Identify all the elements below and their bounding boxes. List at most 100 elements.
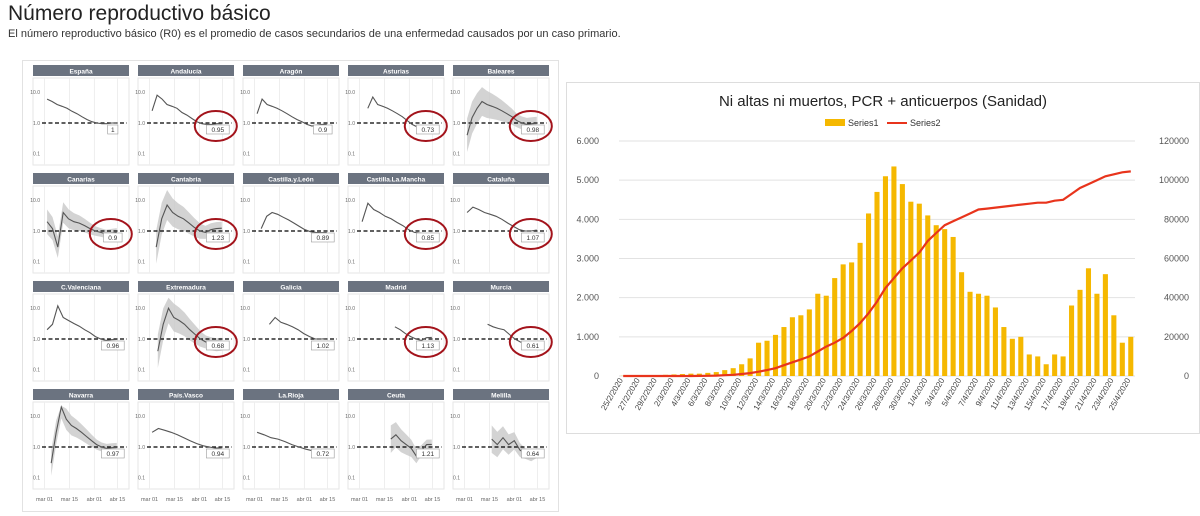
r0-value-label: 0.89 [316, 235, 329, 242]
panel-y-tick-label: 0.1 [453, 368, 460, 374]
panel-x-tick-label: abr 01 [507, 497, 523, 503]
panel-y-tick-label: 10.0 [135, 414, 145, 420]
panel-plot-area [33, 78, 129, 165]
bar-26/3/2020 [874, 192, 879, 376]
bar-11/4/2020 [1010, 339, 1015, 376]
bar-23/4/2020 [1111, 315, 1116, 376]
panel-y-tick-label: 1.0 [33, 337, 40, 343]
panel-plot-area [138, 78, 234, 165]
active-cases-chart: Ni altas ni muertos, PCR + anticuerpos (… [567, 83, 1199, 433]
bar-27/3/2020 [883, 176, 888, 376]
panel-y-tick-label: 1.0 [33, 229, 40, 235]
panel-title: España [69, 69, 93, 76]
panel-title: Aragón [280, 69, 303, 76]
panel-y-tick-label: 1.0 [348, 121, 355, 127]
panel-x-tick-label: abr 15 [425, 497, 441, 503]
r0-value-label: 1.23 [211, 235, 224, 242]
panel-y-tick-label: 1.0 [348, 445, 355, 451]
panel-y-tick-label: 10.0 [345, 198, 355, 204]
bar-25/3/2020 [866, 213, 871, 376]
panel-y-tick-label: 10.0 [135, 306, 145, 312]
bar-22/3/2020 [841, 264, 846, 376]
bar-24/3/2020 [858, 243, 863, 376]
panel-y-tick-label: 10.0 [30, 90, 40, 96]
panel-y-tick-label: 10.0 [135, 198, 145, 204]
bar-5/4/2020 [959, 272, 964, 376]
r0-value-label: 0.73 [421, 127, 434, 134]
panel-title: C.Valenciana [61, 285, 101, 292]
panel-plot-area [348, 78, 444, 165]
panel-x-tick-label: mar 01 [36, 497, 53, 503]
panel-x-tick-label: mar 15 [271, 497, 288, 503]
panel-y-tick-label: 1.0 [453, 445, 460, 451]
panel-y-tick-label: 1.0 [138, 445, 145, 451]
panel-title: Galicia [280, 285, 302, 292]
chart-title: Ni altas ni muertos, PCR + anticuerpos (… [719, 93, 1047, 110]
panel-x-tick-label: mar 15 [166, 497, 183, 503]
panel-plot-area [243, 78, 339, 165]
panel-x-tick-label: mar 01 [246, 497, 263, 503]
panel-y-tick-label: 10.0 [135, 90, 145, 96]
panel-y-tick-label: 0.1 [138, 368, 145, 374]
bar-31/3/2020 [917, 204, 922, 376]
y-right-tick-label: 60000 [1164, 254, 1189, 264]
y-right-tick-label: 80000 [1164, 214, 1189, 224]
y-right-tick-label: 120000 [1159, 136, 1189, 146]
r0-panel-castilla-la-mancha: Castilla.La.Mancha 10.0 1.0 0.1 0.85 [345, 173, 447, 273]
panel-y-tick-label: 1.0 [138, 337, 145, 343]
panel-y-tick-label: 10.0 [450, 198, 460, 204]
panel-y-tick-label: 0.1 [348, 260, 355, 266]
panel-y-tick-label: 1.0 [138, 121, 145, 127]
y-left-tick-label: 1.000 [576, 332, 599, 342]
panel-plot-area [453, 186, 549, 273]
panel-y-tick-label: 10.0 [345, 306, 355, 312]
r0-value-label: 0.64 [526, 451, 539, 458]
panel-y-tick-label: 1.0 [348, 337, 355, 343]
panel-y-tick-label: 0.1 [453, 260, 460, 266]
bar-16/3/2020 [790, 317, 795, 376]
panel-y-tick-label: 1.0 [453, 337, 460, 343]
panel-y-tick-label: 10.0 [30, 198, 40, 204]
panel-x-tick-label: mar 15 [481, 497, 498, 503]
panel-y-tick-label: 10.0 [345, 90, 355, 96]
r0-value-label: 0.68 [211, 343, 224, 350]
panel-y-tick-label: 10.0 [240, 414, 250, 420]
panel-y-tick-label: 0.1 [453, 476, 460, 482]
y-left-tick-label: 0 [594, 371, 599, 381]
panel-y-tick-label: 0.1 [33, 260, 40, 266]
panel-y-tick-label: 1.0 [243, 121, 250, 127]
legend-label-series2: Series2 [910, 118, 941, 128]
panel-title: Andalucía [170, 69, 201, 76]
panel-y-tick-label: 1.0 [348, 229, 355, 235]
bar-10/4/2020 [1001, 327, 1006, 376]
panel-plot-area [243, 402, 339, 489]
bar-22/4/2020 [1103, 274, 1108, 376]
panel-y-tick-label: 1.0 [453, 229, 460, 235]
panel-x-tick-label: mar 01 [141, 497, 158, 503]
panel-y-tick-label: 1.0 [243, 445, 250, 451]
panel-title: Castilla.La.Mancha [367, 177, 426, 184]
bar-19/4/2020 [1077, 290, 1082, 376]
bar-20/4/2020 [1086, 268, 1091, 376]
r0-value-label: 0.85 [421, 235, 434, 242]
r0-value-label: 1.02 [316, 343, 329, 350]
panel-x-tick-label: mar 15 [61, 497, 78, 503]
panel-y-tick-label: 10.0 [240, 198, 250, 204]
r0-value-label: 0.72 [316, 451, 329, 458]
y-right-tick-label: 0 [1184, 371, 1189, 381]
panel-y-tick-label: 1.0 [138, 229, 145, 235]
y-right-tick-label: 20000 [1164, 332, 1189, 342]
panel-y-tick-label: 0.1 [348, 476, 355, 482]
bar-24/4/2020 [1120, 343, 1125, 376]
panel-x-tick-label: abr 15 [320, 497, 336, 503]
panel-x-tick-label: mar 01 [456, 497, 473, 503]
panel-title: País.Vasco [169, 393, 203, 400]
bar-7/4/2020 [976, 294, 981, 376]
r0-value-label: 0.97 [106, 451, 119, 458]
panel-plot-area [138, 402, 234, 489]
legend-label-series1: Series1 [848, 118, 879, 128]
